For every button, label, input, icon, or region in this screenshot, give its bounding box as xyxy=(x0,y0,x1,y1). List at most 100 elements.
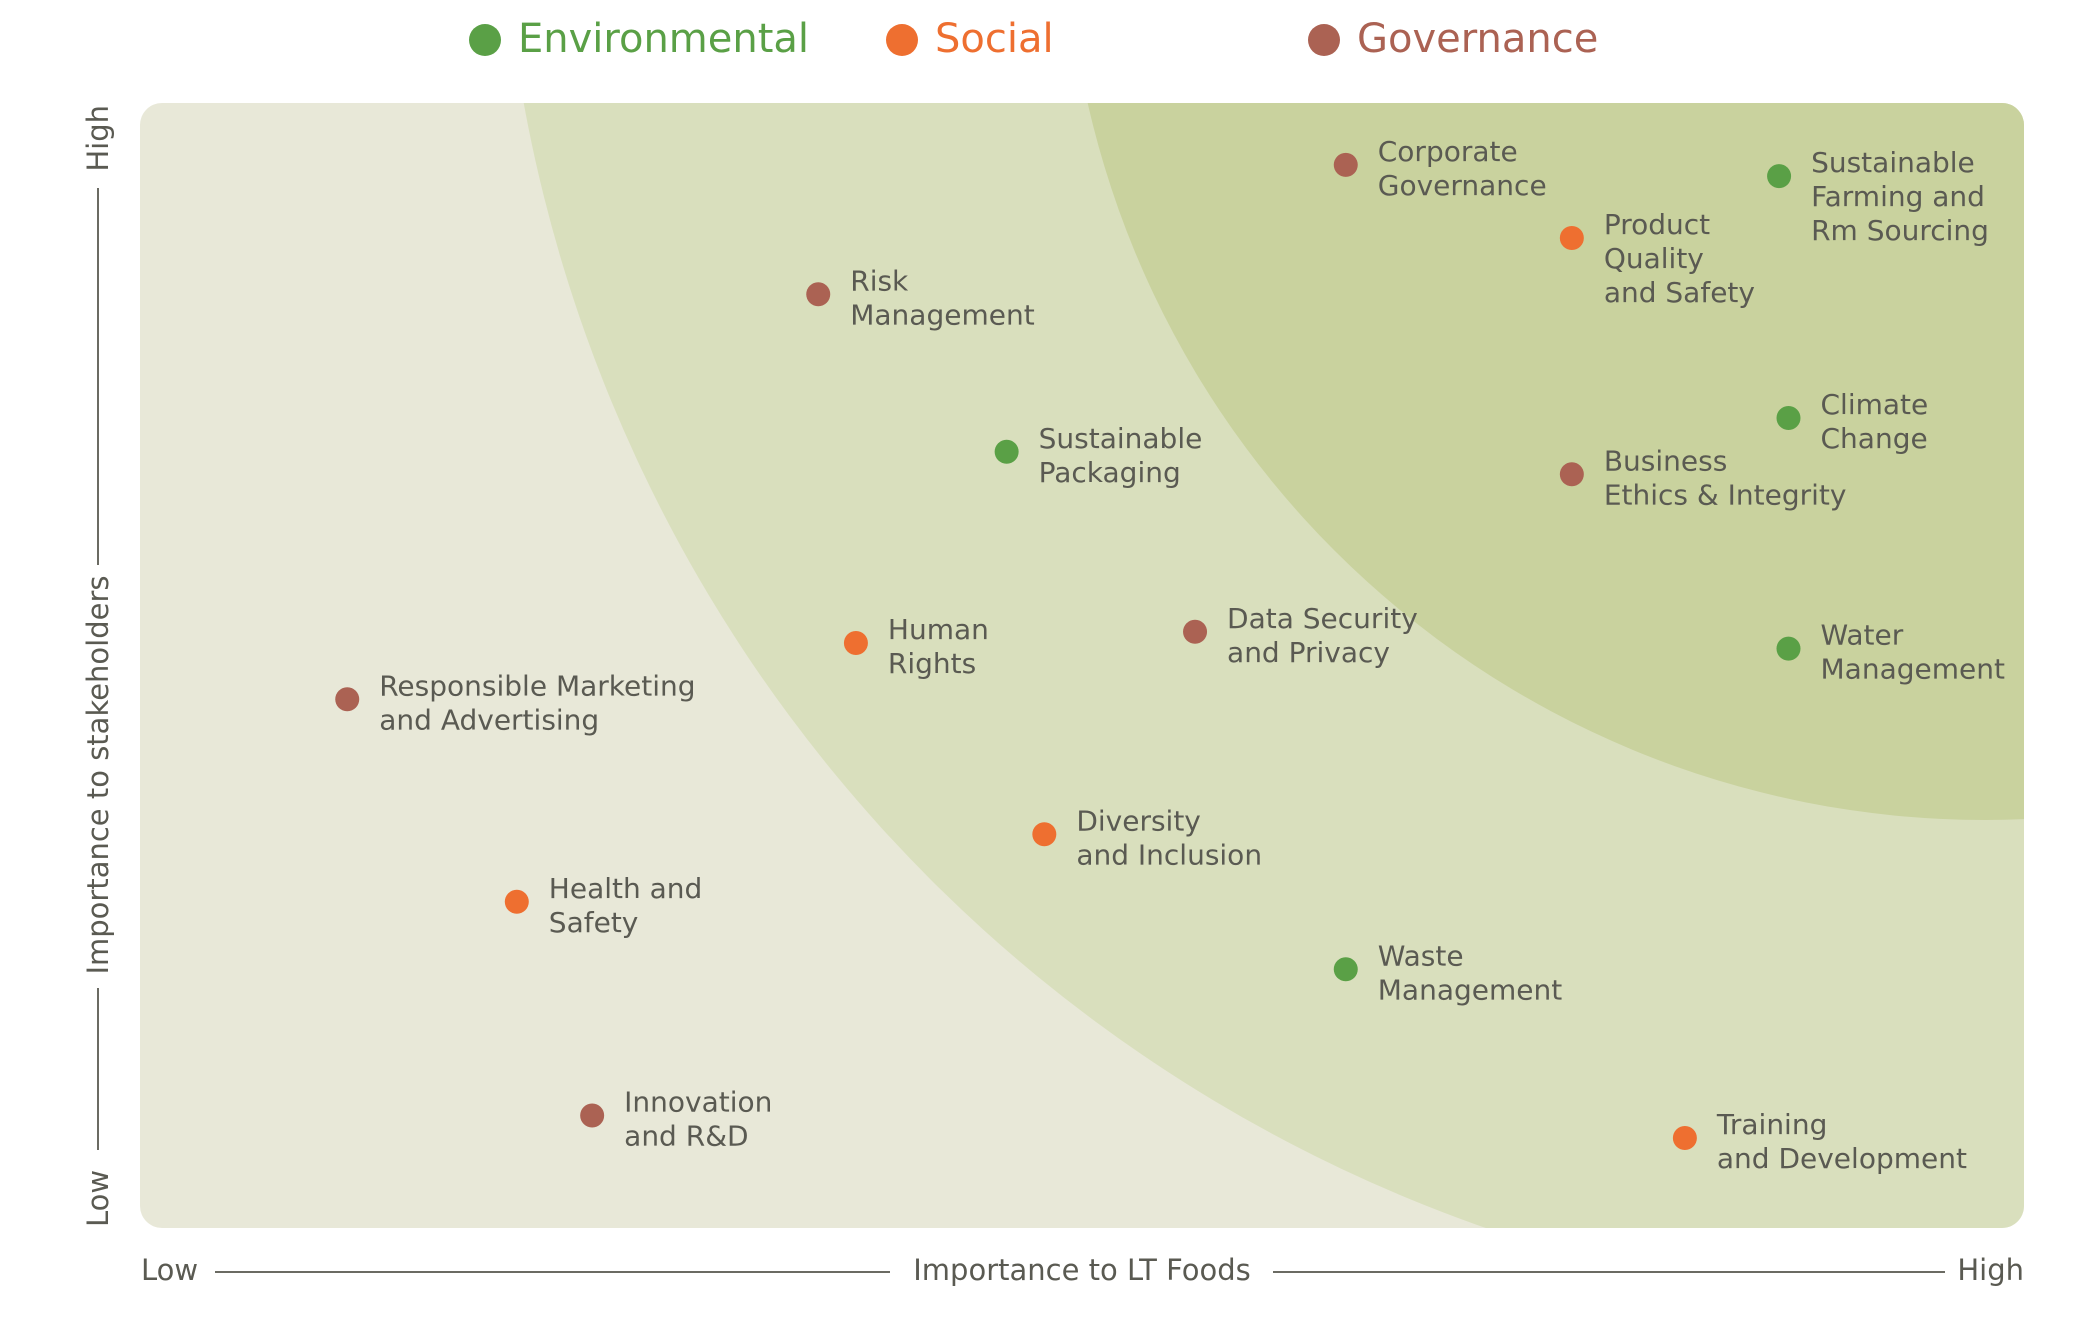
legend-dot-social xyxy=(886,24,918,56)
point-sustainable-farming-and-rm-sourcing: Sustainable Farming and Rm Sourcing xyxy=(1767,146,1989,247)
x-axis-low-label: Low xyxy=(141,1253,198,1287)
point-marker-water-management xyxy=(1776,636,1801,661)
point-marker-health-and-safety xyxy=(504,889,529,914)
point-label-line: Governance xyxy=(1378,169,1547,202)
y-axis-title: Importance to stakeholders xyxy=(81,575,115,974)
point-label-business-ethics-and-integrity: Business Ethics & Integrity xyxy=(1604,444,1847,511)
point-label-corporate-governance: Corporate Governance xyxy=(1378,135,1547,202)
y-axis-high-label: High xyxy=(81,105,115,172)
point-label-line: Innovation xyxy=(624,1086,772,1119)
point-label-line: Rights xyxy=(888,647,976,680)
point-training-and-development: Training and Development xyxy=(1672,1108,1967,1175)
point-water-management: Water Management xyxy=(1776,619,2005,686)
point-marker-risk-management xyxy=(806,282,831,307)
point-marker-climate-change xyxy=(1776,406,1801,430)
point-sustainable-packaging: Sustainable Packaging xyxy=(994,422,1203,489)
point-label-line: Packaging xyxy=(1039,456,1181,489)
point-label-waste-management: Waste Management xyxy=(1378,939,1562,1006)
legend-label-governance: Governance xyxy=(1357,16,1598,62)
point-label-line: Waste xyxy=(1378,939,1464,972)
legend-dot-governance xyxy=(1308,24,1340,56)
x-axis-title: Importance to LT Foods xyxy=(913,1253,1250,1287)
point-diversity-and-inclusion: Diversity and Inclusion xyxy=(1032,804,1262,871)
point-responsible-marketing-and-advertising: Responsible Marketing and Advertising xyxy=(335,669,696,736)
point-marker-sustainable-packaging xyxy=(994,439,1019,464)
point-label-line: Safety xyxy=(549,906,639,939)
point-corporate-governance: Corporate Governance xyxy=(1333,135,1547,202)
x-axis: Low Importance to LT Foods High xyxy=(141,1253,2024,1287)
point-label-line: Sustainable xyxy=(1039,422,1203,455)
point-label-human-rights: Human Rights xyxy=(888,613,989,680)
point-label-line: Quality xyxy=(1604,242,1704,275)
point-marker-responsible-marketing-and-advertising xyxy=(335,687,360,712)
point-label-diversity-and-inclusion: Diversity and Inclusion xyxy=(1076,804,1262,871)
point-label-sustainable-packaging: Sustainable Packaging xyxy=(1039,422,1203,489)
point-product-quality-and-safety: Product Quality and Safety xyxy=(1559,208,1755,309)
point-label-line: Rm Sourcing xyxy=(1811,214,1989,247)
point-marker-business-ethics-and-integrity xyxy=(1559,462,1584,487)
legend-label-social: Social xyxy=(935,16,1054,62)
point-waste-management: Waste Management xyxy=(1333,939,1562,1006)
point-label-line: Farming and xyxy=(1811,180,1985,213)
point-label-line: Product xyxy=(1604,208,1710,241)
point-label-line: Responsible Marketing xyxy=(379,669,695,702)
point-label-product-quality-and-safety: Product Quality and Safety xyxy=(1604,208,1755,309)
point-label-line: Management xyxy=(1378,973,1562,1006)
point-label-risk-management: Risk Management xyxy=(850,264,1034,331)
point-marker-product-quality-and-safety xyxy=(1559,226,1584,250)
point-label-line: and Privacy xyxy=(1227,636,1390,669)
point-label-line: Business xyxy=(1604,444,1727,477)
point-label-line: and Safety xyxy=(1604,276,1755,309)
point-label-sustainable-farming-and-rm-sourcing: Sustainable Farming and Rm Sourcing xyxy=(1811,146,1989,247)
point-label-innovation-and-randd: Innovation and R&D xyxy=(624,1086,772,1153)
point-label-line: Human xyxy=(888,613,989,646)
point-marker-diversity-and-inclusion xyxy=(1032,822,1057,847)
point-risk-management: Risk Management xyxy=(806,264,1035,331)
y-axis-low-label: Low xyxy=(81,1170,115,1227)
point-label-climate-change: Climate Change xyxy=(1821,388,1929,455)
point-business-ethics-and-integrity: Business Ethics & Integrity xyxy=(1559,444,1847,511)
x-axis-high-label: High xyxy=(1957,1253,2024,1287)
point-label-line: Change xyxy=(1821,422,1928,455)
point-innovation-and-randd: Innovation and R&D xyxy=(580,1086,772,1153)
point-label-line: Health and xyxy=(549,872,703,905)
point-label-line: and Development xyxy=(1717,1142,1967,1175)
point-label-line: and Advertising xyxy=(379,703,599,736)
point-label-water-management: Water Management xyxy=(1821,619,2005,686)
point-marker-data-security-and-privacy xyxy=(1183,619,1208,644)
zone-medium xyxy=(500,103,2024,1228)
point-marker-training-and-development xyxy=(1672,1126,1697,1150)
point-label-line: Data Security xyxy=(1227,602,1418,635)
point-label-line: and Inclusion xyxy=(1076,838,1262,871)
point-label-line: Water xyxy=(1821,619,1904,652)
legend-dot-environmental xyxy=(469,24,501,56)
point-marker-waste-management xyxy=(1333,957,1358,982)
point-label-health-and-safety: Health and Safety xyxy=(549,872,703,939)
point-label-line: Ethics & Integrity xyxy=(1604,478,1847,511)
point-label-training-and-development: Training and Development xyxy=(1716,1108,1967,1175)
point-label-line: and R&D xyxy=(624,1120,748,1153)
zone-high xyxy=(1065,103,2024,820)
point-label-line: Management xyxy=(850,298,1034,331)
point-label-line: Management xyxy=(1821,653,2005,686)
point-marker-human-rights xyxy=(843,631,868,655)
point-marker-corporate-governance xyxy=(1333,152,1358,177)
point-marker-sustainable-farming-and-rm-sourcing xyxy=(1767,164,1792,189)
point-label-line: Sustainable xyxy=(1811,146,1975,179)
point-label-line: Corporate xyxy=(1378,135,1518,168)
point-label-data-security-and-privacy: Data Security and Privacy xyxy=(1227,602,1418,669)
point-marker-innovation-and-randd xyxy=(580,1103,605,1128)
legend: Environmental Social Governance xyxy=(469,16,1598,62)
point-label-line: Diversity xyxy=(1076,804,1201,837)
point-human-rights: Human Rights xyxy=(843,613,989,680)
point-label-line: Risk xyxy=(850,264,909,297)
point-climate-change: Climate Change xyxy=(1776,388,1929,455)
point-label-line: Training xyxy=(1716,1108,1827,1141)
y-axis: High Importance to stakeholders Low xyxy=(81,105,115,1227)
legend-label-environmental: Environmental xyxy=(518,16,809,62)
point-health-and-safety: Health and Safety xyxy=(504,872,703,939)
point-data-security-and-privacy: Data Security and Privacy xyxy=(1183,602,1418,669)
point-label-responsible-marketing-and-advertising: Responsible Marketing and Advertising xyxy=(379,669,695,736)
